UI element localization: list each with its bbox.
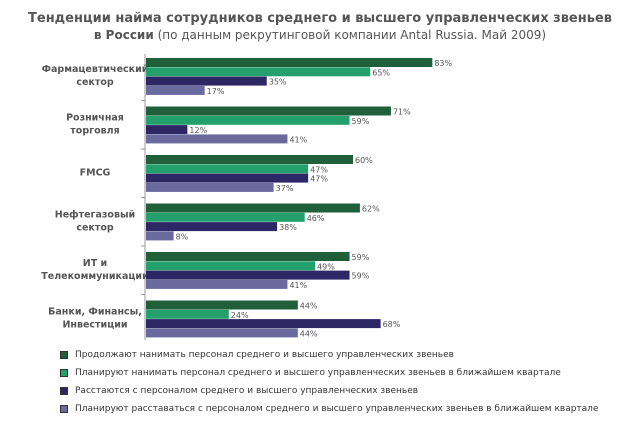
legend-swatch [60,351,68,359]
title-line-2: в России (по данным рекрутинговой компан… [0,27,640,43]
legend-swatch [60,387,68,395]
category-label: Розничная [66,113,124,124]
category-label: сектор [76,223,114,234]
bar [146,173,309,183]
legend-label: Продолжают нанимать персонал среднего и … [75,350,454,360]
bar [146,328,298,338]
legend-label: Планируют нанимать персонал среднего и в… [75,368,561,378]
bar-value-label: 68% [383,320,401,329]
legend-item: Планируют расставаться с персоналом сред… [60,400,598,418]
category-label: Телекоммуникации [41,271,148,282]
bar [146,85,205,95]
bar-value-label: 47% [310,175,328,184]
title-line-2-bold: в России [93,28,154,42]
legend-swatch [60,405,68,413]
title-line-2-rest: (по данным рекрутинговой компании Antal … [153,28,547,42]
legend-item: Расстаются с персоналом среднего и высше… [60,382,598,400]
bar-value-label: 71% [393,108,411,117]
bar-value-label: 12% [189,126,207,135]
bar [146,125,188,135]
category-label: торговля [70,126,119,137]
bar [146,203,360,213]
category-label: FMCG [80,168,111,179]
chart-title: Тенденции найма сотрудников среднего и в… [0,10,640,43]
category-label: Фармацевтический [42,64,149,75]
bar [146,182,274,192]
bar-value-label: 59% [352,253,370,262]
bar [146,300,298,310]
legend-label: Расстаются с персоналом среднего и высше… [75,386,419,396]
bar [146,76,267,86]
bar-value-label: 37% [276,184,294,193]
bar-value-label: 17% [207,87,225,96]
bar-value-label: 62% [362,205,380,214]
bar [146,252,350,261]
bar [146,212,305,222]
bar-value-label: 59% [352,117,370,126]
bar-value-label: 44% [300,302,318,311]
legend-label: Планируют расставаться с персоналом сред… [75,404,599,414]
bar-value-label: 41% [289,135,307,144]
bar [146,58,433,67]
bar [146,67,371,77]
bar-value-label: 59% [352,272,370,281]
legend-item: Планируют нанимать персонал среднего и в… [60,364,598,382]
bar-value-label: 35% [269,78,287,87]
bar [146,270,350,280]
bar-value-label: 44% [300,329,318,338]
bar [146,164,309,174]
bar [146,279,288,289]
bar [146,115,350,125]
bar-value-label: 49% [317,262,335,271]
bar-value-label: 46% [307,214,325,223]
category-label: Нефтегазовый [55,210,135,221]
legend-swatch [60,369,68,377]
bar [146,231,174,241]
legend-item: Продолжают нанимать персонал среднего и … [60,346,598,364]
chart-legend: Продолжают нанимать персонал среднего и … [60,346,598,418]
bar-value-label: 38% [279,223,297,232]
bar-value-label: 47% [310,165,328,174]
bar [146,261,316,271]
category-label: сектор [76,77,114,88]
title-line-1: Тенденции найма сотрудников среднего и в… [28,11,612,26]
bar-value-label: 41% [289,281,307,290]
bar [146,222,278,232]
bar-value-label: 65% [372,68,390,77]
category-label: Инвестиции [62,320,127,331]
bar [146,106,391,116]
bar-value-label: 24% [231,311,249,320]
bar [146,319,381,329]
bar [146,309,229,319]
bar-value-label: 83% [434,59,452,68]
bar-value-label: 60% [355,156,373,165]
category-label: ИТ и [83,258,107,269]
bar-value-label: 8% [176,232,189,241]
bar-chart: Фармацевтический сектор 83% 65% 35% 17% Рознич… [41,54,453,340]
bar [146,155,353,164]
category-label: Банки, Финансы, [48,307,142,318]
bar [146,134,288,144]
